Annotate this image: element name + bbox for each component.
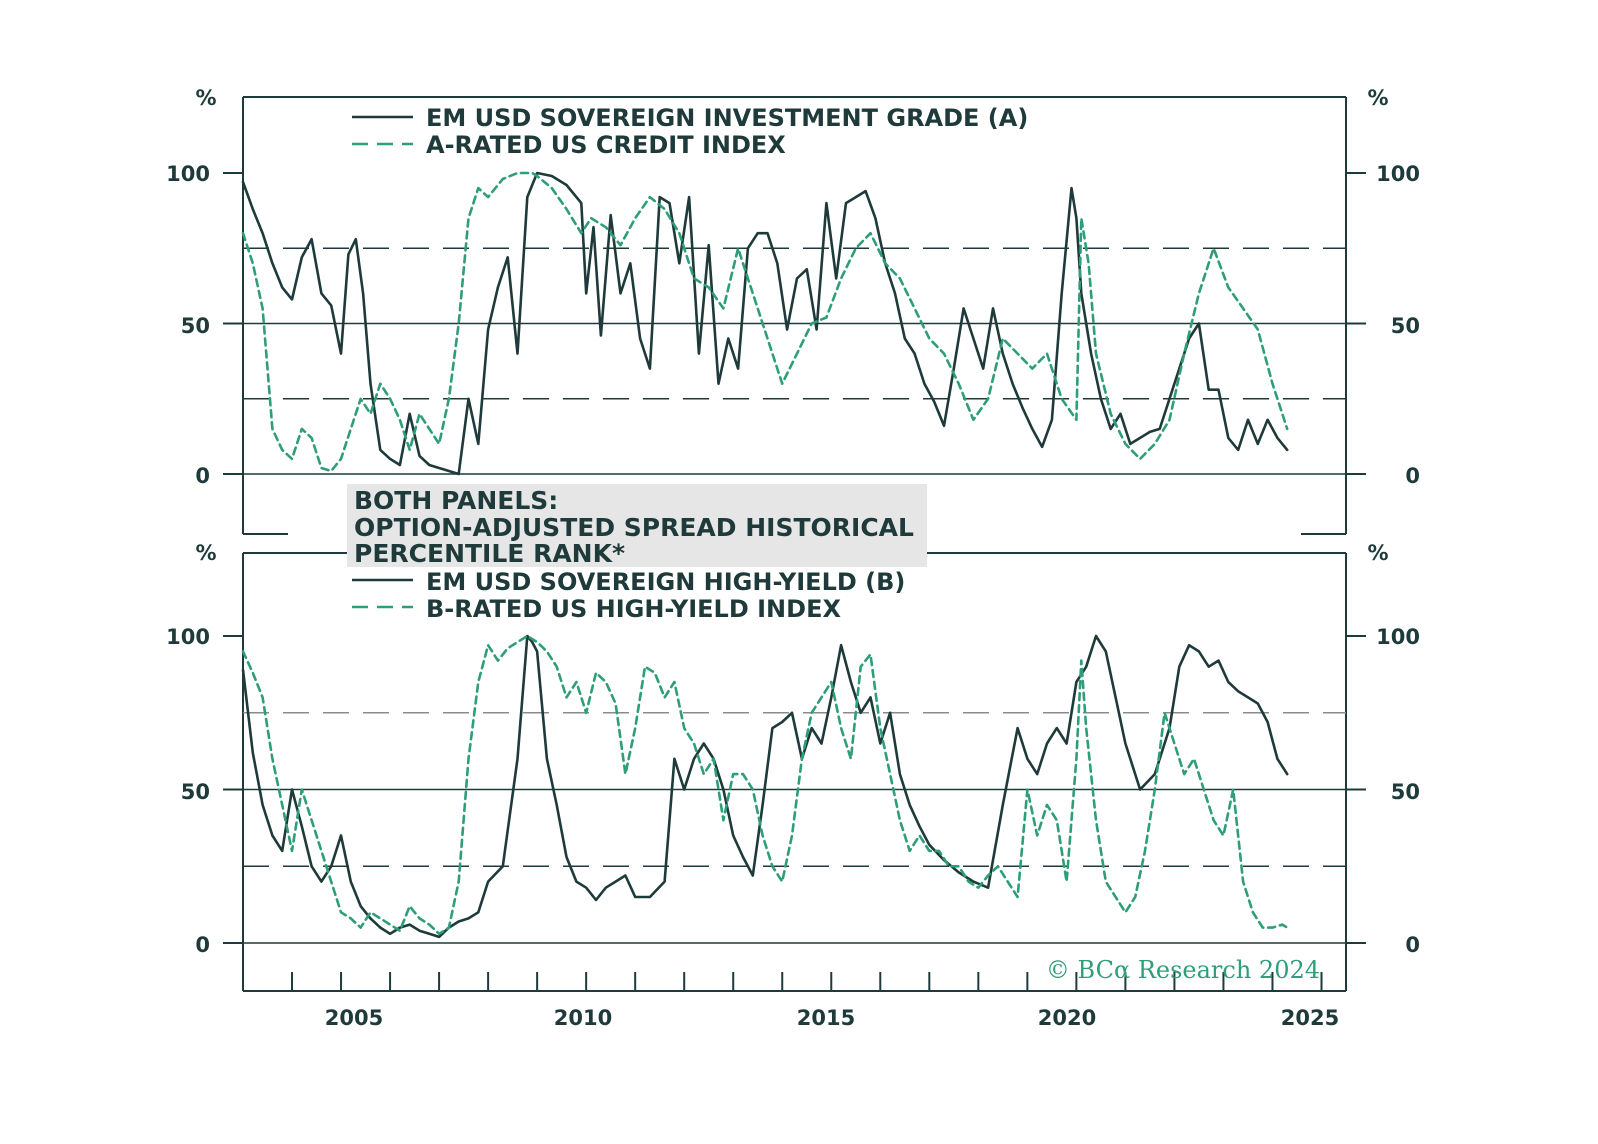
xtick-label-2005: 2005 (325, 1006, 383, 1030)
note-line-1: BOTH PANELS: (354, 486, 558, 515)
top-series-dashed (241, 171, 1289, 473)
chart-text: % % % % 100 50 0 100 50 0 100 50 0 100 5… (166, 86, 1420, 1030)
top-left-ytick-50: 50 (181, 314, 210, 338)
xtick-label-2025: 2025 (1281, 1006, 1339, 1030)
bottom-left-ytick-50: 50 (181, 780, 210, 804)
chart-frame (223, 96, 1366, 992)
top-left-ytick-100: 100 (166, 162, 210, 186)
xtick-label-2015: 2015 (797, 1006, 855, 1030)
top-right-ytick-50: 50 (1391, 314, 1420, 338)
top-right-ytick-100: 100 (1376, 162, 1420, 186)
bottom-series-solid (241, 634, 1289, 939)
top-legend-a-rated-us-credit: A-RATED US CREDIT INDEX (426, 131, 786, 159)
top-series-solid (241, 171, 1289, 476)
bottom-right-ytick-100: 100 (1376, 625, 1420, 649)
top-legend-em-sovereign-ig: EM USD SOVEREIGN INVESTMENT GRADE (A) (426, 104, 1028, 132)
top-left-ytick-0: 0 (195, 464, 210, 488)
top-left-unit-label: % (195, 86, 216, 110)
bottom-left-ytick-0: 0 (195, 933, 210, 957)
xtick-label-2010: 2010 (554, 1006, 612, 1030)
bottom-left-unit-label: % (195, 541, 216, 565)
bottom-legend-em-sovereign-hy: EM USD SOVEREIGN HIGH-YIELD (B) (426, 568, 905, 596)
chart-series (241, 171, 1289, 939)
note-box (347, 484, 927, 567)
bottom-right-unit-label: % (1367, 541, 1388, 565)
source-credit: © BCα Research 2024 (1046, 956, 1320, 984)
note-line-2: OPTION-ADJUSTED SPREAD HISTORICAL (354, 513, 914, 542)
top-right-ytick-0: 0 (1405, 464, 1420, 488)
bottom-right-ytick-0: 0 (1405, 933, 1420, 957)
bottom-right-ytick-50: 50 (1391, 780, 1420, 804)
bottom-left-ytick-100: 100 (166, 625, 210, 649)
xtick-label-2020: 2020 (1038, 1006, 1096, 1030)
bottom-legend-b-rated-us-hy: B-RATED US HIGH-YIELD INDEX (426, 595, 841, 623)
note-line-3: PERCENTILE RANK* (354, 539, 625, 568)
top-right-unit-label: % (1367, 86, 1388, 110)
bottom-series-dashed (241, 634, 1289, 936)
